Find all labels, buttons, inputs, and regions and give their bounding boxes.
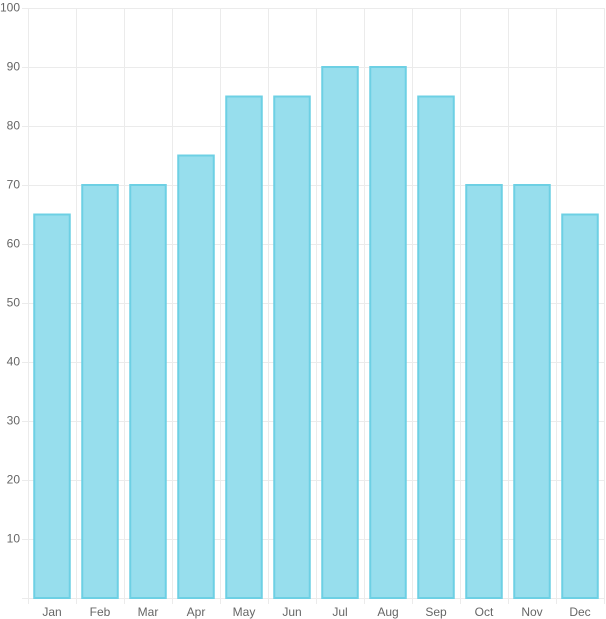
bar — [561, 213, 599, 599]
x-tick-label: Jun — [282, 605, 301, 619]
bar — [369, 66, 407, 599]
y-tick-label: 10 — [7, 532, 21, 546]
x-tick-label: Aug — [377, 605, 398, 619]
y-tick-label: 100 — [0, 1, 20, 15]
x-tick-label: May — [233, 605, 256, 619]
bar — [321, 66, 359, 599]
x-tick-label: Jan — [42, 605, 61, 619]
bar — [225, 95, 263, 599]
x-tick-label: Jul — [332, 605, 347, 619]
x-tick-label: Oct — [475, 605, 494, 619]
bar — [33, 213, 71, 599]
y-tick-label: 50 — [7, 296, 21, 310]
x-tick-label: Sep — [425, 605, 447, 619]
x-tick-label: Nov — [521, 605, 542, 619]
x-tick-label: Feb — [90, 605, 111, 619]
bar — [177, 154, 215, 599]
bar — [513, 184, 551, 599]
y-tick-label: 90 — [7, 60, 21, 74]
y-tick-label: 70 — [7, 178, 21, 192]
x-tick-label: Mar — [138, 605, 159, 619]
bar — [417, 95, 455, 599]
x-tick-label: Apr — [187, 605, 206, 619]
bar — [81, 184, 119, 599]
y-tick-label: 40 — [7, 355, 21, 369]
x-tick-label: Dec — [569, 605, 590, 619]
y-tick-label: 80 — [7, 119, 21, 133]
bar — [273, 95, 311, 599]
bar — [129, 184, 167, 599]
bar — [465, 184, 503, 599]
y-tick-label: 20 — [7, 473, 21, 487]
y-tick-label: 60 — [7, 237, 21, 251]
y-tick-label: 30 — [7, 414, 21, 428]
